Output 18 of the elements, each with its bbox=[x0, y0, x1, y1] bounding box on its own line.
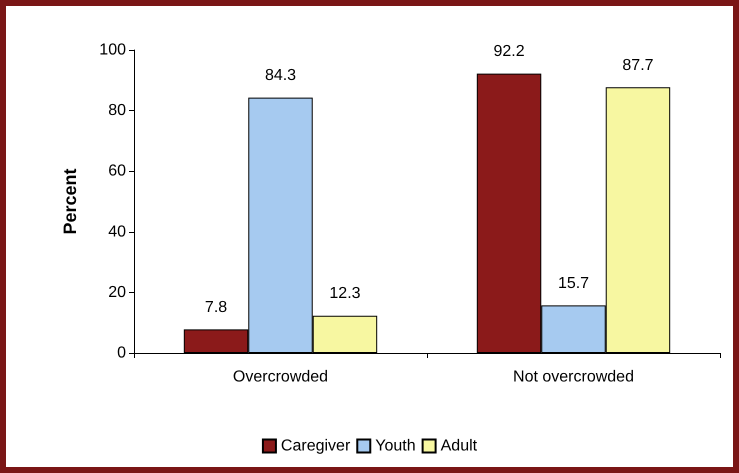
y-axis-title: Percent bbox=[60, 168, 80, 235]
x-tick-label: Overcrowded bbox=[232, 368, 328, 386]
y-tick-label: 100 bbox=[99, 42, 126, 58]
data-label: 92.2 bbox=[493, 43, 525, 60]
y-tick-label: 20 bbox=[108, 284, 126, 301]
y-tick-label: 80 bbox=[108, 102, 126, 120]
y-tick-label: 0 bbox=[117, 344, 126, 362]
data-label: 84.3 bbox=[264, 67, 296, 84]
data-label: 7.8 bbox=[204, 298, 228, 316]
data-label: 15.7 bbox=[558, 274, 590, 292]
legend-label: Caregiver bbox=[280, 438, 351, 454]
data-label: 12.3 bbox=[329, 285, 361, 302]
y-tick-label: 40 bbox=[108, 223, 126, 240]
data-label: 87.7 bbox=[622, 56, 654, 74]
x-tick-label: Not overcrowded bbox=[513, 368, 634, 386]
legend-label: Youth bbox=[375, 438, 416, 454]
legend-label: Adult bbox=[440, 438, 478, 454]
y-tick-label: 60 bbox=[108, 162, 126, 180]
